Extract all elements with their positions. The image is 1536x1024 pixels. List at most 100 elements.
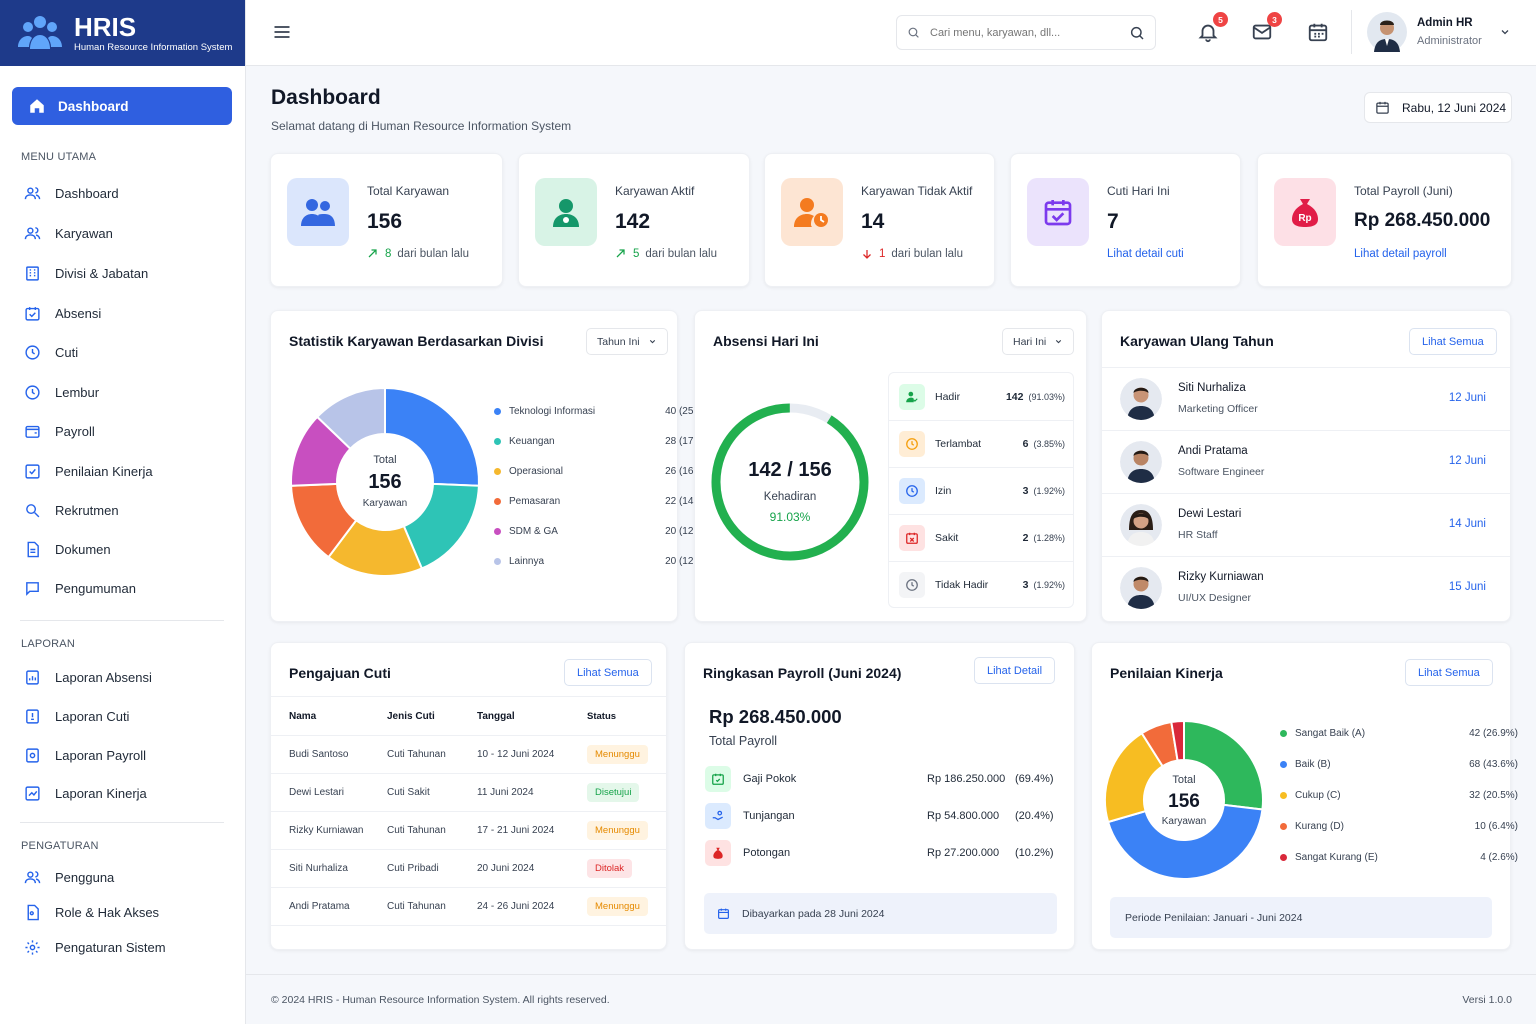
sidebar-item-lembur[interactable]: Lembur: [24, 382, 99, 402]
attendance-row-tidak-hadir[interactable]: Tidak Hadir 3 (1.92%): [889, 561, 1073, 607]
payroll-detail-button[interactable]: Lihat Detail: [974, 657, 1056, 684]
calendar-icon[interactable]: [1307, 21, 1329, 43]
sidebar-item-cuti[interactable]: Cuti: [24, 342, 78, 362]
birthday-role: Marketing Officer: [1178, 403, 1258, 415]
attendance-row-sakit[interactable]: Sakit 2 (1.28%): [889, 514, 1073, 561]
birthday-row[interactable]: Siti Nurhaliza Marketing Officer 12 Juni: [1102, 367, 1510, 430]
birthday-card: Karyawan Ulang Tahun Lihat Semua Siti Nu…: [1101, 310, 1511, 622]
attendance-row-terlambat[interactable]: Terlambat 6 (3.85%): [889, 420, 1073, 467]
sidebar-item-pengguna[interactable]: Pengguna: [24, 867, 114, 887]
birthday-row[interactable]: Rizky Kurniawan UI/UX Designer 15 Juni: [1102, 556, 1510, 619]
divider: [20, 822, 224, 823]
sidebar-item-label: Laporan Kinerja: [55, 785, 147, 801]
sidebar-item-laporan-kinerja[interactable]: Laporan Kinerja: [24, 783, 147, 803]
sidebar-item-label: Laporan Payroll: [55, 747, 147, 763]
donut-slice-baik-b-[interactable]: [1106, 803, 1264, 880]
stat-icon-box: [535, 178, 597, 246]
attendance-row-hadir[interactable]: Hadir 142 (91.03%): [889, 373, 1073, 420]
table-row[interactable]: Dewi Lestari Cuti Sakit 11 Juni 2024 Dis…: [271, 773, 666, 811]
cell-name: Siti Nurhaliza: [289, 862, 348, 874]
stat-link[interactable]: Lihat detail payroll: [1354, 248, 1447, 260]
sidebar-item-laporan-cuti[interactable]: Laporan Cuti: [24, 706, 129, 726]
sidebar-item-dokumen[interactable]: Dokumen: [24, 539, 111, 559]
sidebar-item-role[interactable]: Role & Hak Akses: [24, 902, 159, 922]
sidebar-item-pengaturan-sistem[interactable]: Pengaturan Sistem: [24, 937, 166, 957]
calendar-check-icon: [25, 306, 40, 321]
search-input[interactable]: [930, 26, 1119, 39]
user-avatar[interactable]: [1367, 12, 1407, 52]
birthday-date: 12 Juni: [1448, 392, 1486, 404]
dropdown-value: Hari Ini: [1013, 335, 1047, 348]
stat-label: Total Karyawan: [367, 184, 450, 198]
table-row[interactable]: Budi Santoso Cuti Tahunan 10 - 12 Juni 2…: [271, 735, 666, 773]
users-icon: [24, 186, 41, 199]
division-filter-dropdown[interactable]: Tahun Ini: [586, 328, 668, 355]
donut-slice-sangat-kurang-e-[interactable]: [1170, 719, 1185, 762]
sidebar-item-dashboard[interactable]: Dashboard: [24, 183, 119, 203]
brand[interactable]: HRIS Human Resource Information System: [0, 0, 245, 66]
donut-slice-lainnya[interactable]: [315, 386, 386, 451]
stat-card-total-karyawan[interactable]: Total Karyawan 156 8 dari bulan lalu: [270, 153, 503, 287]
table-row[interactable]: Andi Pratama Cuti Tahunan 24 - 26 Juni 2…: [271, 887, 666, 925]
birthday-row[interactable]: Andi Pratama Software Engineer 12 Juni: [1102, 430, 1510, 493]
sidebar-item-label: Absensi: [55, 305, 102, 321]
legend-item: Lainnya 20 (12.8%): [494, 556, 714, 567]
sidebar-item-dashboard-active[interactable]: Dashboard: [12, 87, 232, 125]
hamburger-menu-icon[interactable]: [272, 22, 292, 42]
calendar-x-icon: [899, 525, 925, 551]
table-row[interactable]: Siti Nurhaliza Cuti Pribadi 20 Juni 2024…: [271, 849, 666, 887]
cell-name: Budi Santoso: [289, 748, 349, 760]
search-box[interactable]: [896, 15, 1156, 50]
stat-card-karyawan-aktif[interactable]: Karyawan Aktif 142 5 dari bulan lalu: [518, 153, 750, 287]
attendance-count: 6: [1022, 438, 1029, 450]
legend-swatch: [1280, 823, 1287, 830]
mail-icon[interactable]: [1251, 21, 1273, 43]
bell-icon[interactable]: [1197, 21, 1219, 43]
attendance-label: Sakit: [935, 532, 959, 544]
sidebar-item-penilaian[interactable]: Penilaian Kinerja: [24, 461, 153, 481]
stat-card-cuti-hari-ini[interactable]: Cuti Hari Ini 7 Lihat detail cuti: [1010, 153, 1241, 287]
legend-item: Pemasaran 22 (14.1%): [494, 496, 714, 507]
birthday-see-all-button[interactable]: Lihat Semua: [1409, 328, 1497, 355]
legend-value: 28 (17.9%): [665, 436, 714, 447]
sidebar-item-absensi[interactable]: Absensi: [24, 303, 101, 323]
chevron-down-icon[interactable]: [1499, 26, 1511, 38]
cell-type: Cuti Sakit: [387, 786, 430, 798]
sidebar-item-laporan-payroll[interactable]: Laporan Payroll: [24, 745, 146, 765]
sidebar-item-pengumuman[interactable]: Pengumuman: [24, 578, 136, 598]
attendance-label: Kehadiran: [763, 491, 817, 503]
sidebar-item-karyawan[interactable]: Karyawan: [24, 223, 113, 243]
sidebar-item-payroll[interactable]: Payroll: [24, 421, 95, 441]
leave-see-all-button[interactable]: Lihat Semua: [564, 659, 652, 686]
cell-name: Rizky Kurniawan: [289, 824, 364, 836]
sidebar-item-rekrutmen[interactable]: Rekrutmen: [24, 500, 119, 520]
birthday-row[interactable]: Dewi Lestari HR Staff 14 Juni: [1102, 493, 1510, 556]
cell-status: Ditolak: [587, 849, 666, 887]
column-header: Jenis Cuti: [387, 711, 435, 723]
wallet-icon: [25, 425, 40, 438]
stat-card-karyawan-tidak-aktif[interactable]: Karyawan Tidak Aktif 14 1 dari bulan lal…: [764, 153, 995, 287]
attendance-row-izin[interactable]: Izin 3 (1.92%): [889, 467, 1073, 514]
table-row[interactable]: Rizky Kurniawan Cuti Tahunan 17 - 21 Jun…: [271, 811, 666, 849]
attendance-filter-dropdown[interactable]: Hari Ini: [1002, 328, 1075, 355]
donut-slice-sangat-baik-a-[interactable]: [1183, 719, 1264, 811]
legend-item: Sangat Kurang (E) 4 (2.6%): [1280, 852, 1518, 863]
sidebar-item-laporan-absensi[interactable]: Laporan Absensi: [24, 667, 152, 687]
donut-slice-teknologi-informasi[interactable]: [384, 386, 480, 487]
legend-value: 20 (12.8%): [665, 556, 714, 567]
attendance-count: 2: [1022, 532, 1029, 544]
user-clock-icon: [794, 198, 828, 227]
notification-badge: 5: [1213, 12, 1228, 27]
date-picker[interactable]: Rabu, 12 Juni 2024: [1364, 92, 1512, 123]
avatar: [1120, 567, 1162, 609]
cell-date: 11 Juni 2024: [477, 786, 534, 798]
performance-see-all-button[interactable]: Lihat Semua: [1405, 659, 1493, 686]
stat-link[interactable]: Lihat detail cuti: [1107, 248, 1184, 260]
stat-card-total-payroll[interactable]: Rp Total Payroll (Juni) Rp 268.450.000 L…: [1257, 153, 1512, 287]
divider: [20, 620, 224, 621]
birthday-date: 12 Juni: [1448, 455, 1486, 467]
sidebar-item-divisi[interactable]: Divisi & Jabatan: [24, 263, 148, 283]
legend-value: 10 (6.4%): [1474, 821, 1518, 832]
search-submit-icon[interactable]: [1129, 25, 1145, 41]
search-user-icon: [26, 503, 40, 517]
